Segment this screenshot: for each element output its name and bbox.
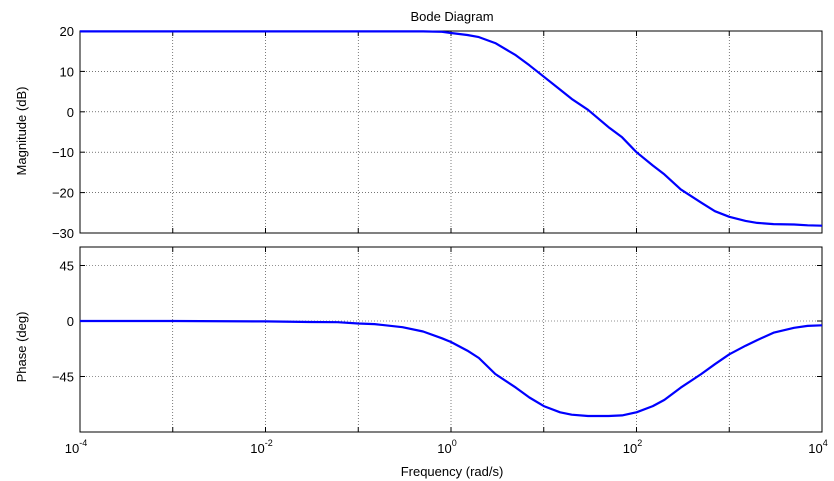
- x-tick-label-exponent: 4: [823, 438, 828, 448]
- phase-y-tick-label: −45: [52, 370, 74, 385]
- phase-y-tick-label: 45: [60, 259, 74, 274]
- x-tick-label: 104: [808, 438, 827, 456]
- x-tick-label: 10-4: [65, 438, 87, 456]
- magnitude-curve: [80, 30, 823, 227]
- x-tick-label: 10-2: [250, 438, 272, 456]
- phase-curve: [80, 319, 823, 418]
- x-tick-label-exponent: -4: [79, 438, 87, 448]
- phase-y-tick-label: 0: [67, 314, 74, 329]
- x-axis-label: Frequency (rad/s): [401, 464, 504, 479]
- magnitude-y-tick-label: 10: [60, 64, 74, 79]
- magnitude-y-tick-label: 20: [60, 24, 74, 39]
- magnitude-y-tick-label: 0: [67, 105, 74, 120]
- x-tick-label: 100: [437, 438, 456, 456]
- magnitude-plot-frame: [79, 30, 823, 234]
- magnitude-y-tick-label: −10: [52, 145, 74, 160]
- magnitude-y-axis-label: Magnitude (dB): [14, 87, 29, 176]
- magnitude-y-tick-label: −20: [52, 186, 74, 201]
- chart-title: Bode Diagram: [410, 9, 493, 24]
- magnitude-y-tick-label: −30: [52, 226, 74, 241]
- phase-plot-frame: [79, 246, 823, 433]
- x-tick-label-exponent: 0: [452, 438, 457, 448]
- x-tick-label-base: 10: [65, 441, 79, 456]
- x-tick-label: 102: [623, 438, 642, 456]
- x-tick-label-exponent: 2: [637, 438, 642, 448]
- x-tick-label-exponent: -2: [265, 438, 273, 448]
- x-tick-label-base: 10: [623, 441, 637, 456]
- phase-y-axis-label: Phase (deg): [14, 312, 29, 383]
- x-tick-label-base: 10: [250, 441, 264, 456]
- magnitude-axes: −30 −20 −10 0 10 20: [52, 24, 823, 241]
- x-tick-label-base: 10: [437, 441, 451, 456]
- x-tick-label-base: 10: [808, 441, 822, 456]
